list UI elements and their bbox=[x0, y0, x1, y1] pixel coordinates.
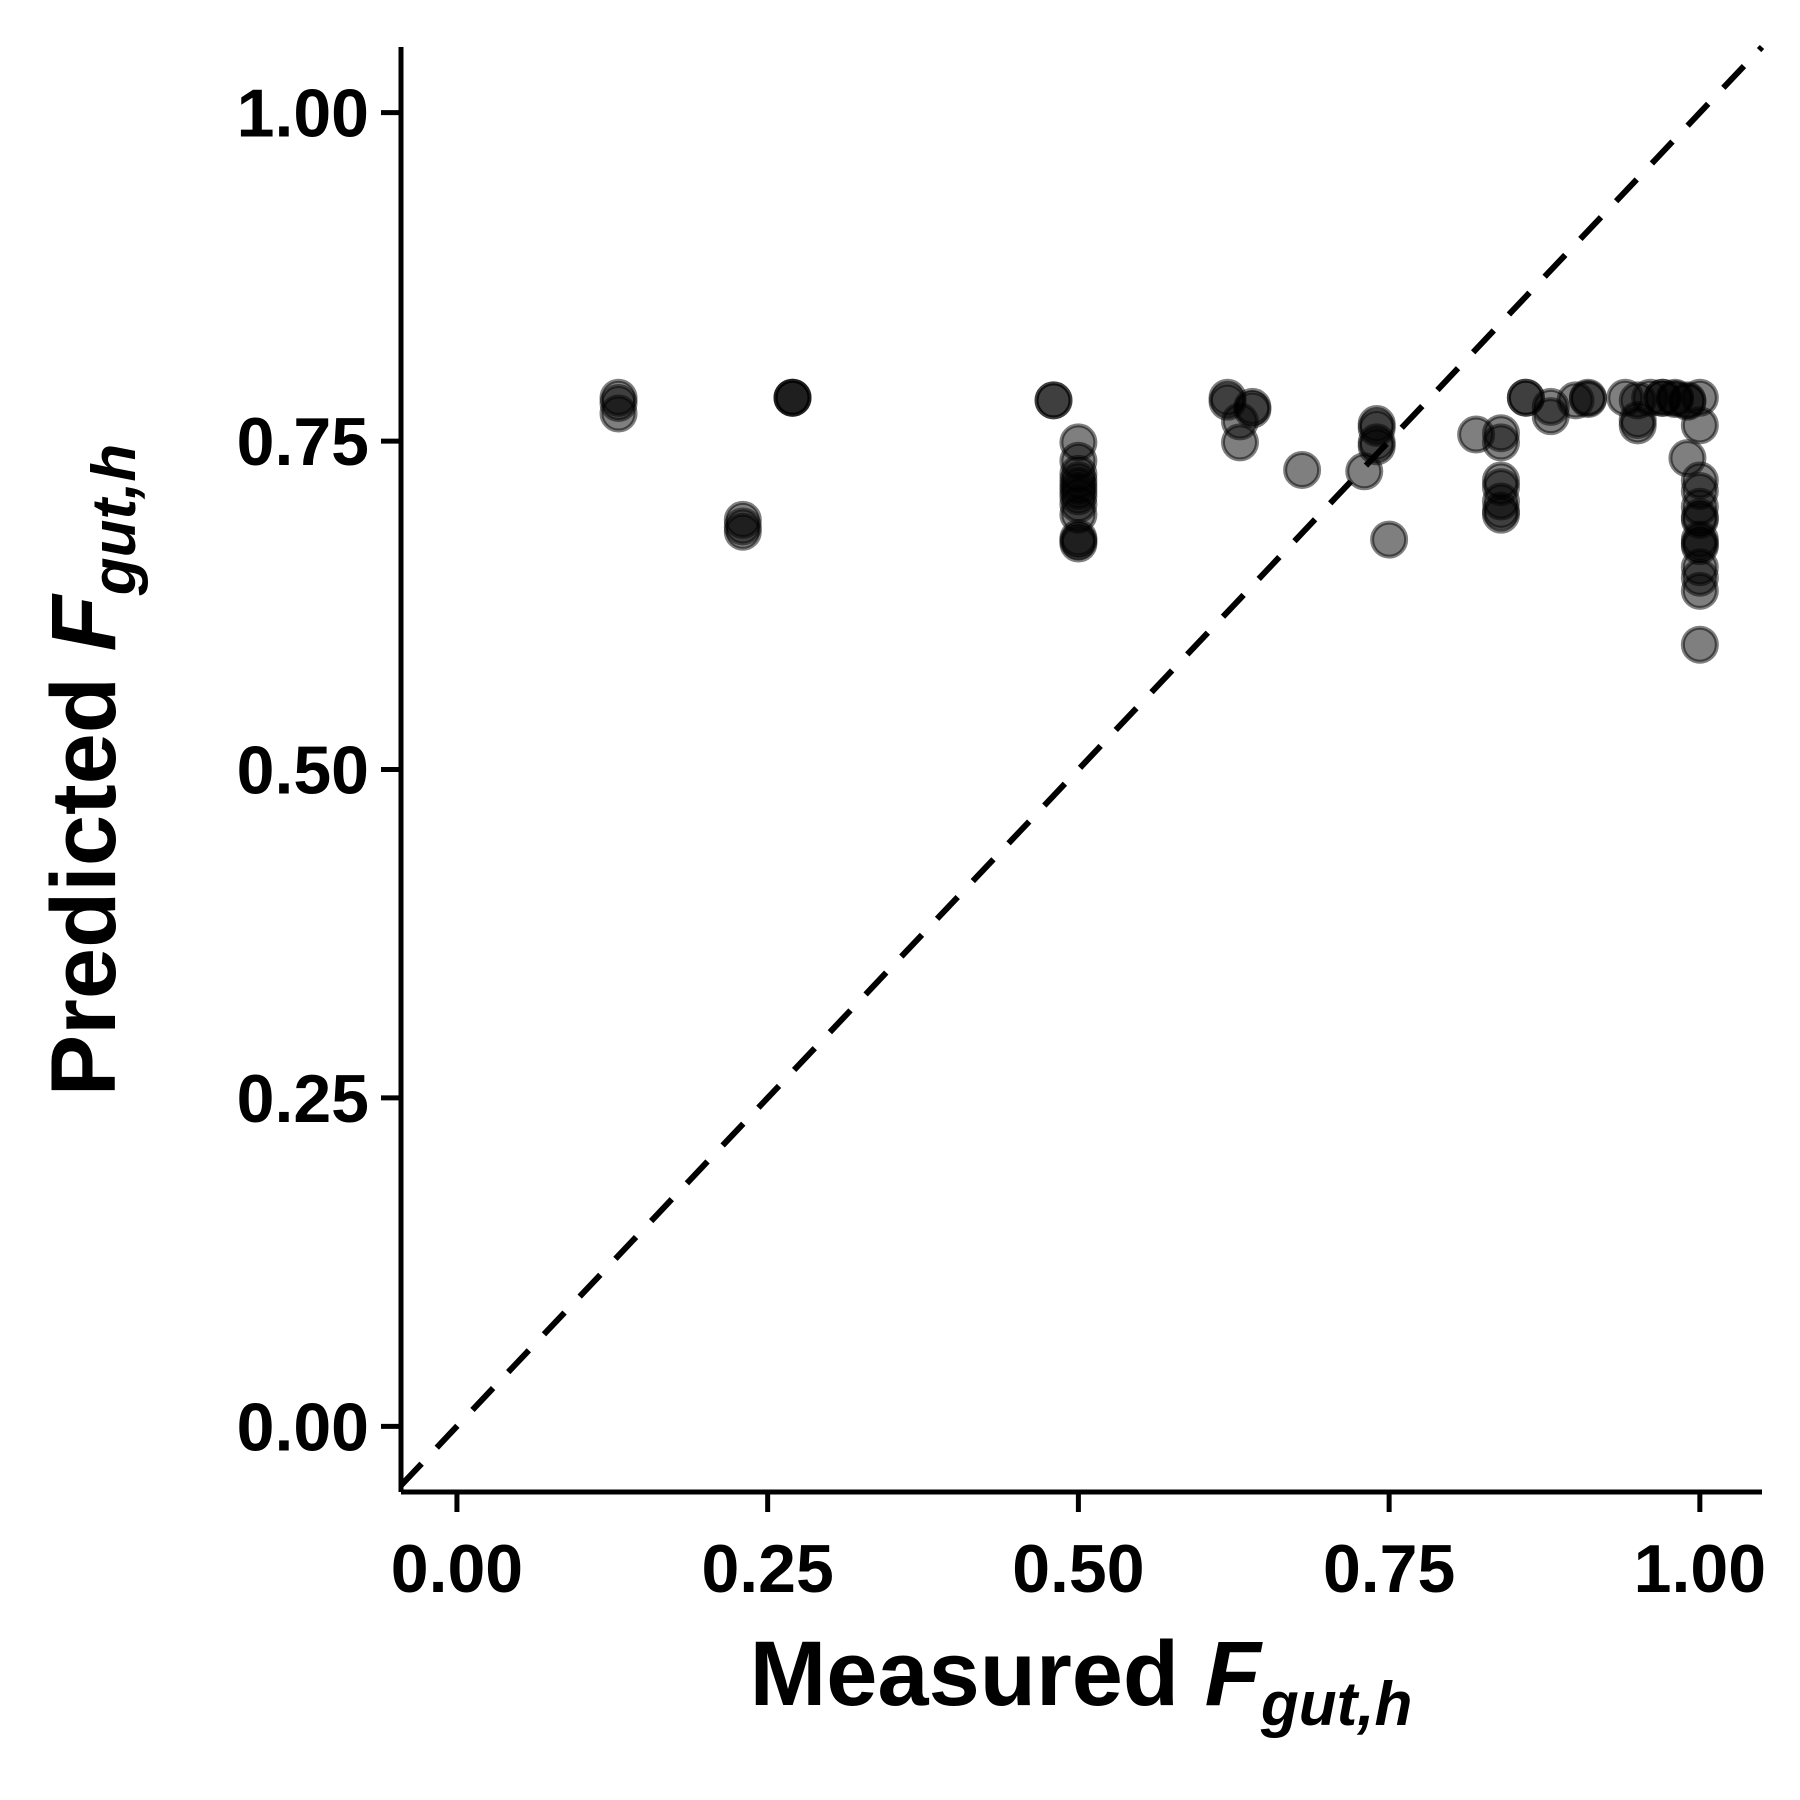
data-point bbox=[1059, 524, 1098, 563]
data-point bbox=[1680, 571, 1719, 610]
y-axis-title: Predicted Fgut,h bbox=[33, 444, 149, 1097]
x-axis-title: Measured Fgut,h bbox=[750, 1623, 1413, 1739]
y-tick-label: 0.00 bbox=[237, 1389, 369, 1465]
data-point bbox=[723, 512, 762, 551]
y-ticks-layer: 0.00 0.25 0.50 0.75 1.00 bbox=[237, 76, 401, 1465]
data-point bbox=[1034, 381, 1073, 420]
data-point bbox=[1568, 378, 1607, 417]
y-axis-title-prefix: Predicted bbox=[33, 651, 135, 1096]
x-tick-label: 0.50 bbox=[1012, 1531, 1144, 1607]
data-point bbox=[1680, 625, 1719, 664]
x-tick-label: 0.75 bbox=[1323, 1531, 1455, 1607]
x-axis-title-prefix: Measured bbox=[750, 1623, 1205, 1725]
y-axis-title-subscript: gut,h bbox=[80, 444, 149, 597]
x-axis-title-symbol: F bbox=[1205, 1623, 1264, 1725]
y-tick-label: 0.25 bbox=[237, 1061, 369, 1137]
x-tick-label: 0.25 bbox=[701, 1531, 833, 1607]
data-point bbox=[1220, 423, 1259, 462]
x-ticks-layer: 0.00 0.25 0.50 0.75 1.00 bbox=[391, 1492, 1766, 1607]
x-tick-label: 1.00 bbox=[1634, 1531, 1766, 1607]
identity-reference-line bbox=[398, 44, 1765, 1488]
data-point bbox=[1370, 520, 1409, 559]
data-point bbox=[1357, 427, 1396, 466]
data-point bbox=[599, 394, 638, 433]
data-point bbox=[1680, 406, 1719, 445]
y-axis-title-symbol: F bbox=[33, 592, 135, 651]
x-tick-label: 0.00 bbox=[391, 1531, 523, 1607]
x-axis-title-subscript: gut,h bbox=[1260, 1670, 1413, 1739]
y-tick-label: 1.00 bbox=[237, 76, 369, 152]
data-point bbox=[1481, 495, 1520, 534]
y-tick-label: 0.50 bbox=[237, 733, 369, 809]
data-point bbox=[773, 378, 812, 417]
data-point bbox=[1283, 450, 1322, 489]
data-point bbox=[1481, 423, 1520, 462]
y-tick-label: 0.75 bbox=[237, 404, 369, 480]
data-point bbox=[1233, 387, 1272, 426]
points-layer bbox=[599, 378, 1719, 664]
